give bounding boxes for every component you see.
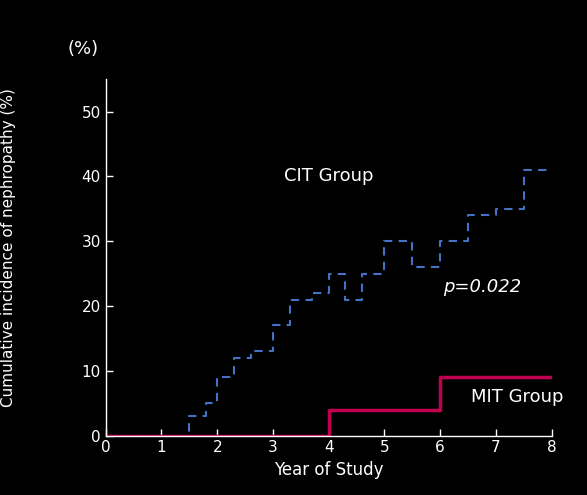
Text: MIT Group: MIT Group [471, 388, 564, 406]
X-axis label: Year of Study: Year of Study [274, 461, 383, 479]
Text: Cumulative incidence of nephropathy (%): Cumulative incidence of nephropathy (%) [1, 88, 16, 407]
Text: CIT Group: CIT Group [284, 167, 373, 186]
Text: (%): (%) [68, 40, 99, 58]
Text: p=0.022: p=0.022 [443, 278, 521, 296]
